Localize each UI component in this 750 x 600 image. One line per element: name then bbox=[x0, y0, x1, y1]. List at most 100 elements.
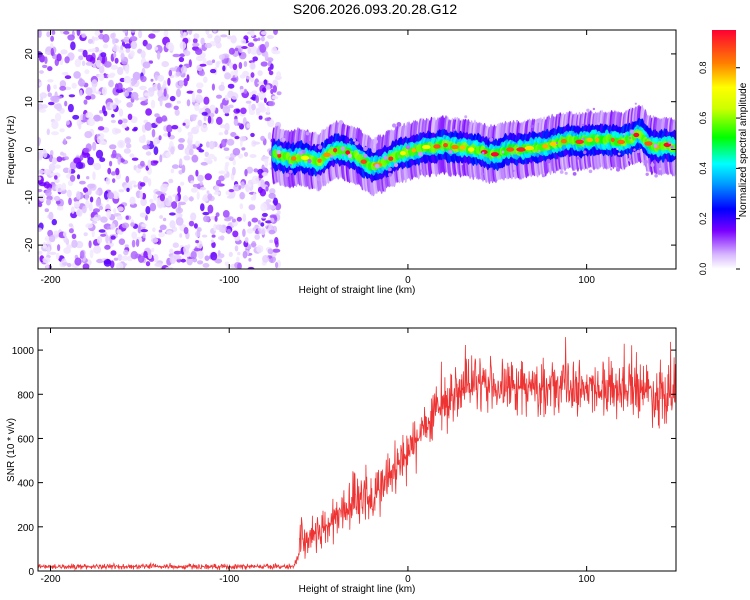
noise-blob bbox=[261, 156, 269, 160]
halo-speck bbox=[616, 167, 620, 172]
noise-blob bbox=[110, 250, 117, 256]
noise-blob bbox=[251, 175, 259, 185]
noise-blob bbox=[93, 208, 100, 213]
noise-blob bbox=[247, 221, 252, 227]
noise-blob bbox=[259, 43, 267, 53]
noise-blob bbox=[141, 223, 147, 228]
noise-blob bbox=[123, 75, 132, 84]
ridge-peak bbox=[323, 152, 331, 157]
noise-blob bbox=[55, 200, 61, 205]
halo-speck bbox=[555, 142, 558, 144]
noise-blob bbox=[137, 254, 145, 263]
noise-blob bbox=[116, 262, 124, 269]
halo-speck bbox=[633, 148, 636, 151]
x-tick-label: -200 bbox=[41, 275, 61, 286]
halo-speck bbox=[354, 141, 359, 146]
spectrogram-x-label: Height of straight line (km) bbox=[299, 285, 416, 296]
noise-blob bbox=[44, 56, 48, 64]
noise-blob bbox=[100, 233, 107, 237]
noise-blob bbox=[271, 95, 279, 100]
noise-blob bbox=[130, 41, 138, 50]
noise-blob bbox=[195, 124, 200, 130]
halo-speck bbox=[645, 172, 649, 176]
noise-blob bbox=[76, 30, 81, 36]
noise-blob bbox=[112, 44, 120, 52]
noise-blob bbox=[114, 97, 119, 102]
halo-speck bbox=[298, 150, 303, 156]
noise-blob bbox=[64, 156, 69, 161]
noise-blob bbox=[150, 237, 159, 243]
noise-blob bbox=[77, 78, 86, 87]
noise-blob bbox=[47, 229, 53, 237]
x-tick-label: -100 bbox=[219, 275, 239, 286]
noise-blob bbox=[242, 228, 246, 237]
ridge-peak bbox=[300, 155, 310, 160]
noise-blob bbox=[226, 195, 235, 199]
noise-blob bbox=[138, 30, 143, 39]
halo-speck bbox=[289, 164, 292, 167]
noise-blob bbox=[234, 69, 238, 78]
noise-blob bbox=[164, 102, 172, 108]
noise-blob bbox=[114, 192, 120, 200]
halo-speck bbox=[392, 123, 397, 128]
noise-blob bbox=[228, 157, 235, 161]
noise-blob bbox=[38, 82, 43, 87]
ridge-peak bbox=[633, 132, 640, 138]
noise-blob bbox=[78, 55, 84, 61]
noise-blob bbox=[193, 248, 202, 252]
noise-blob bbox=[151, 247, 155, 252]
noise-blob bbox=[261, 212, 268, 217]
ridge-peak bbox=[400, 151, 406, 156]
noise-blob bbox=[92, 141, 97, 151]
noise-blob bbox=[38, 151, 44, 159]
noise-blob bbox=[199, 63, 207, 67]
noise-blob bbox=[260, 135, 265, 141]
noise-blob bbox=[200, 124, 208, 133]
noise-blob bbox=[183, 31, 187, 39]
noise-blob bbox=[121, 123, 128, 129]
noise-blob bbox=[256, 245, 264, 253]
noise-blob bbox=[233, 183, 241, 192]
noise-blob bbox=[251, 217, 259, 223]
noise-blob bbox=[208, 140, 215, 150]
noise-blob bbox=[101, 86, 108, 96]
halo-speck bbox=[617, 152, 621, 156]
noise-blob bbox=[170, 168, 175, 174]
noise-blob bbox=[130, 222, 135, 227]
halo-speck bbox=[610, 168, 613, 171]
noise-blob bbox=[180, 65, 188, 74]
noise-blob bbox=[228, 62, 234, 69]
noise-blob bbox=[226, 228, 231, 235]
noise-blob bbox=[186, 90, 194, 94]
noise-blob bbox=[178, 138, 186, 143]
noise-blob bbox=[121, 222, 130, 229]
noise-blob bbox=[204, 151, 209, 157]
noise-blob bbox=[268, 192, 276, 199]
noise-blob bbox=[155, 116, 163, 124]
noise-blob bbox=[63, 231, 67, 237]
noise-blob bbox=[233, 112, 239, 118]
noise-blob bbox=[125, 48, 131, 53]
noise-blob bbox=[69, 174, 76, 182]
noise-blob bbox=[117, 156, 121, 165]
noise-blob bbox=[38, 194, 46, 202]
noise-blob bbox=[110, 171, 117, 176]
noise-blob bbox=[63, 30, 70, 35]
halo-speck bbox=[516, 120, 518, 122]
noise-blob bbox=[38, 137, 41, 146]
noise-blob bbox=[97, 126, 105, 131]
noise-blob bbox=[162, 217, 167, 222]
halo-speck bbox=[581, 123, 585, 126]
ridge-peak bbox=[451, 144, 459, 150]
halo-speck bbox=[278, 170, 281, 173]
halo-speck bbox=[629, 158, 632, 161]
ridge-peak bbox=[388, 156, 394, 161]
noise-blob bbox=[87, 118, 96, 127]
noise-blob bbox=[139, 212, 147, 218]
noise-blob bbox=[38, 176, 42, 181]
noise-blob bbox=[276, 210, 281, 215]
noise-blob bbox=[228, 47, 235, 55]
noise-blob bbox=[216, 116, 223, 125]
noise-blob bbox=[75, 210, 81, 216]
noise-blob bbox=[275, 262, 279, 269]
